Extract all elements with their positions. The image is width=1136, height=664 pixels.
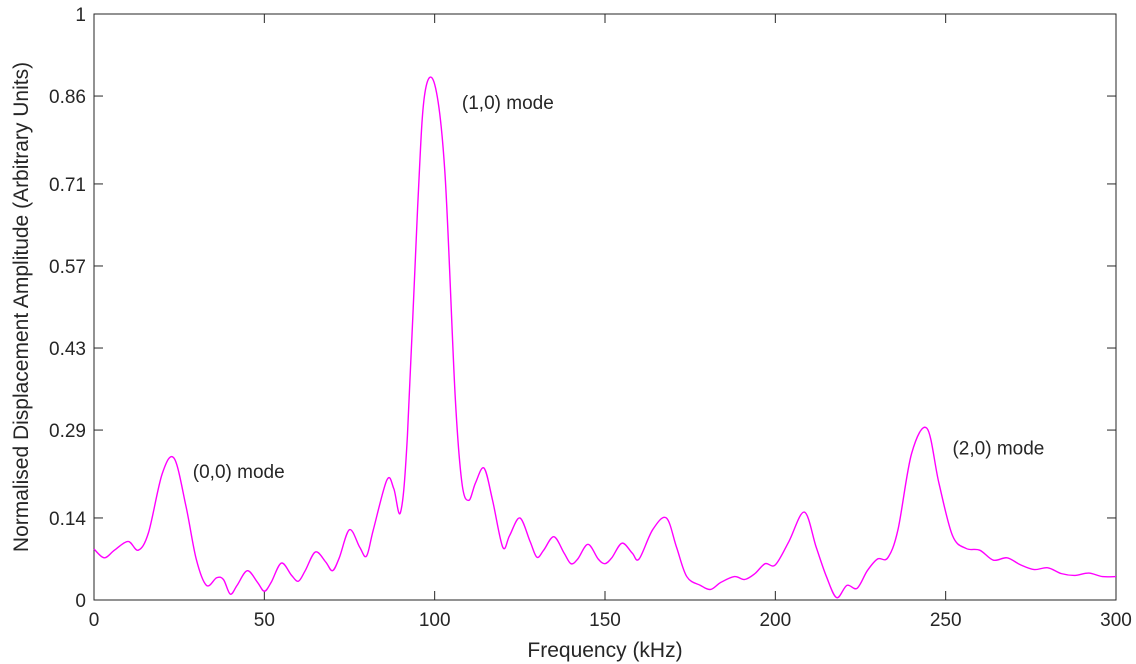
y-tick-label: 0.14 (49, 509, 86, 530)
mode-annotation: (2,0) mode (952, 439, 1044, 460)
x-tick-label: 250 (930, 610, 962, 631)
y-tick-label: 0.43 (49, 339, 86, 360)
y-tick-label: 1 (75, 5, 86, 26)
annotations: (0,0) mode (1,0) mode (2,0) mode (193, 93, 1045, 483)
x-tick-label: 200 (759, 610, 791, 631)
mode-annotation: (0,0) mode (193, 462, 285, 483)
y-tick-label: 0 (75, 591, 86, 612)
axes: 0 50 100 150 200 250 300 0 0.14 0.29 0.43 0.57 0.71 0… (10, 5, 1132, 662)
x-tick-label: 300 (1100, 610, 1132, 631)
series-line (93, 76, 1117, 599)
mode-annotation: (1,0) mode (462, 93, 554, 114)
plot-frame (93, 13, 1117, 601)
plot-area (93, 76, 1117, 599)
y-axis-label: Normalised Displacement Amplitude (Arbit… (10, 62, 33, 552)
y-tick-label: 0.57 (49, 257, 86, 278)
x-tick-label: 100 (419, 610, 451, 631)
x-tick-label: 50 (254, 610, 275, 631)
x-axis-label: Frequency (kHz) (527, 639, 682, 662)
y-tick-label: 0.71 (49, 175, 86, 196)
y-tick-label: 0.86 (49, 87, 86, 108)
x-tick-label: 0 (89, 610, 100, 631)
x-tick-label: 150 (589, 610, 621, 631)
y-tick-label: 0.29 (49, 421, 86, 442)
